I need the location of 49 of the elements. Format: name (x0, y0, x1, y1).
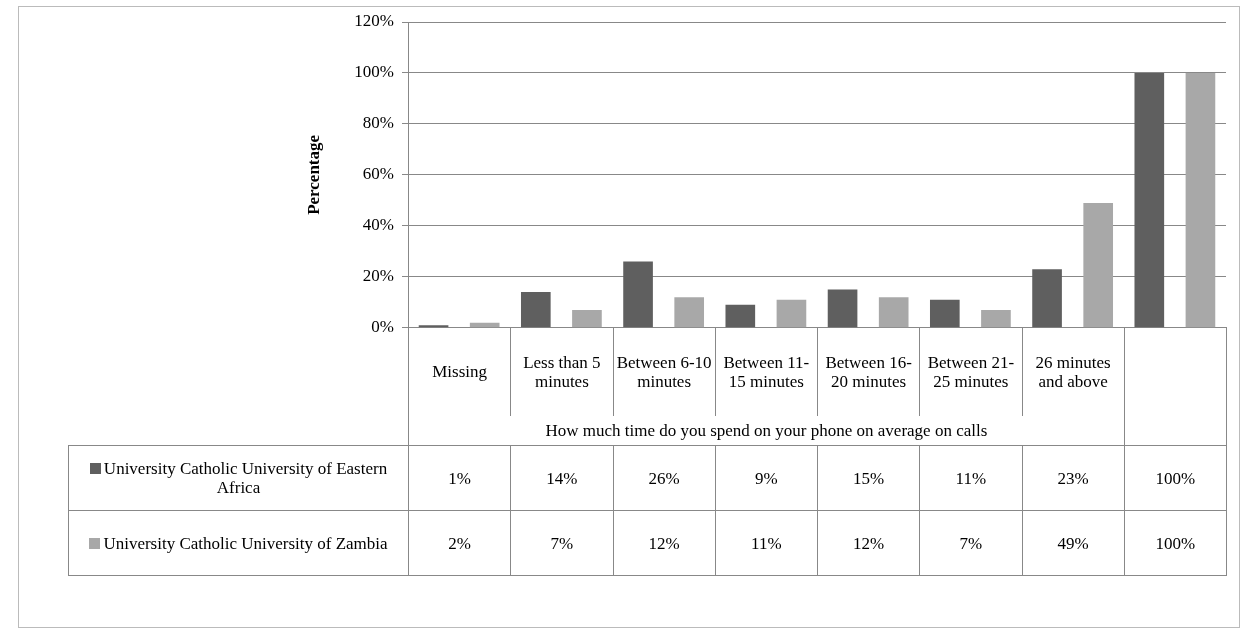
data-label: 15% (817, 445, 920, 511)
data-label: 1% (408, 445, 511, 511)
data-label: 11% (919, 445, 1022, 511)
x-tick-label: Between 21-25 minutes (919, 327, 1022, 416)
x-tick-label: 26 minutes and above (1022, 327, 1125, 416)
data-label: 12% (613, 510, 716, 576)
data-label: 12% (817, 510, 920, 576)
data-label: 14% (510, 445, 613, 511)
y-tick-label: 0% (371, 317, 394, 337)
y-axis-title: Percentage (303, 134, 323, 215)
y-tick-label: 40% (362, 215, 394, 235)
bar (981, 309, 1011, 328)
y-tick-label: 100% (354, 62, 394, 82)
bar (827, 289, 858, 328)
y-tick-label: 20% (362, 266, 394, 286)
data-label: 23% (1022, 445, 1125, 511)
bar (725, 304, 756, 328)
bar (674, 297, 705, 328)
bar (572, 309, 602, 328)
data-label: 7% (510, 510, 613, 576)
x-tick-label: Less than 5 minutes (510, 327, 613, 416)
bar (1134, 72, 1165, 328)
x-tick-label: Between 16-20 minutes (817, 327, 920, 416)
x-tick-label: Between 6-10 minutes (613, 327, 716, 416)
data-label: 7% (919, 510, 1022, 576)
bar (1032, 269, 1062, 328)
legend-label: University Catholic University of Eastern Africa (68, 445, 409, 511)
y-tick-label: 80% (362, 113, 394, 133)
data-label: 11% (715, 510, 818, 576)
bar (1185, 72, 1216, 328)
data-label: 9% (715, 445, 818, 511)
bar (878, 297, 909, 328)
x-axis-title: How much time do you spend on your phone on average on calls (408, 415, 1125, 446)
x-tick-label: Between 11-15 minutes (715, 327, 818, 416)
data-label: 100% (1124, 510, 1227, 576)
data-label: 100% (1124, 445, 1227, 511)
data-label: 2% (408, 510, 511, 576)
bar (776, 299, 807, 328)
y-tick-label: 120% (354, 11, 394, 31)
bar (418, 325, 449, 328)
bar (1083, 202, 1114, 328)
bar (929, 299, 960, 328)
y-tick-label: 60% (362, 164, 394, 184)
bar (520, 292, 551, 328)
data-label: 26% (613, 445, 716, 511)
legend-label: University Catholic University of Zambia (68, 510, 409, 576)
bar (623, 261, 653, 328)
data-label: 49% (1022, 510, 1125, 576)
x-tick-label: Missing (408, 327, 511, 416)
